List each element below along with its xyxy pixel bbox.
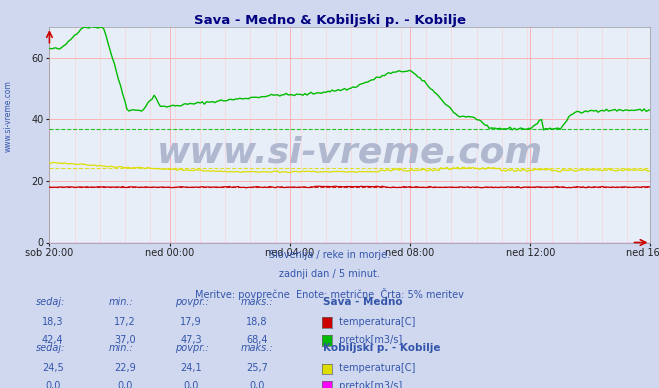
Text: temperatura[C]: temperatura[C]	[336, 363, 415, 373]
Text: 42,4: 42,4	[42, 334, 63, 345]
Text: www.si-vreme.com: www.si-vreme.com	[4, 80, 13, 152]
Text: temperatura[C]: temperatura[C]	[336, 317, 415, 327]
Text: 17,2: 17,2	[114, 317, 136, 327]
Text: Sava - Medno & Kobiljski p. - Kobilje: Sava - Medno & Kobiljski p. - Kobilje	[194, 14, 465, 27]
Text: 68,4: 68,4	[246, 334, 268, 345]
Text: 0,0: 0,0	[117, 381, 133, 388]
Text: 47,3: 47,3	[181, 334, 202, 345]
Text: maks.:: maks.:	[241, 296, 273, 307]
Text: zadnji dan / 5 minut.: zadnji dan / 5 minut.	[279, 269, 380, 279]
Text: min.:: min.:	[109, 296, 134, 307]
Text: www.si-vreme.com: www.si-vreme.com	[157, 135, 543, 169]
Text: sedaj:: sedaj:	[36, 343, 66, 353]
Text: pretok[m3/s]: pretok[m3/s]	[336, 334, 403, 345]
Text: 18,8: 18,8	[246, 317, 268, 327]
Text: Sava - Medno: Sava - Medno	[323, 296, 403, 307]
Text: maks.:: maks.:	[241, 343, 273, 353]
Text: 0,0: 0,0	[183, 381, 199, 388]
Text: 0,0: 0,0	[249, 381, 265, 388]
Text: min.:: min.:	[109, 343, 134, 353]
Text: 25,7: 25,7	[246, 363, 268, 373]
Text: povpr.:: povpr.:	[175, 296, 208, 307]
Text: 22,9: 22,9	[114, 363, 136, 373]
Text: sedaj:: sedaj:	[36, 296, 66, 307]
Text: Meritve: povprečne  Enote: metrične  Črta: 5% meritev: Meritve: povprečne Enote: metrične Črta:…	[195, 288, 464, 300]
Text: Slovenija / reke in morje.: Slovenija / reke in morje.	[269, 250, 390, 260]
Text: povpr.:: povpr.:	[175, 343, 208, 353]
Text: 0,0: 0,0	[45, 381, 61, 388]
Text: Kobiljski p. - Kobilje: Kobiljski p. - Kobilje	[323, 343, 440, 353]
Text: 18,3: 18,3	[42, 317, 63, 327]
Text: pretok[m3/s]: pretok[m3/s]	[336, 381, 403, 388]
Text: 24,5: 24,5	[42, 363, 64, 373]
Text: 37,0: 37,0	[115, 334, 136, 345]
Text: 24,1: 24,1	[181, 363, 202, 373]
Text: 17,9: 17,9	[181, 317, 202, 327]
